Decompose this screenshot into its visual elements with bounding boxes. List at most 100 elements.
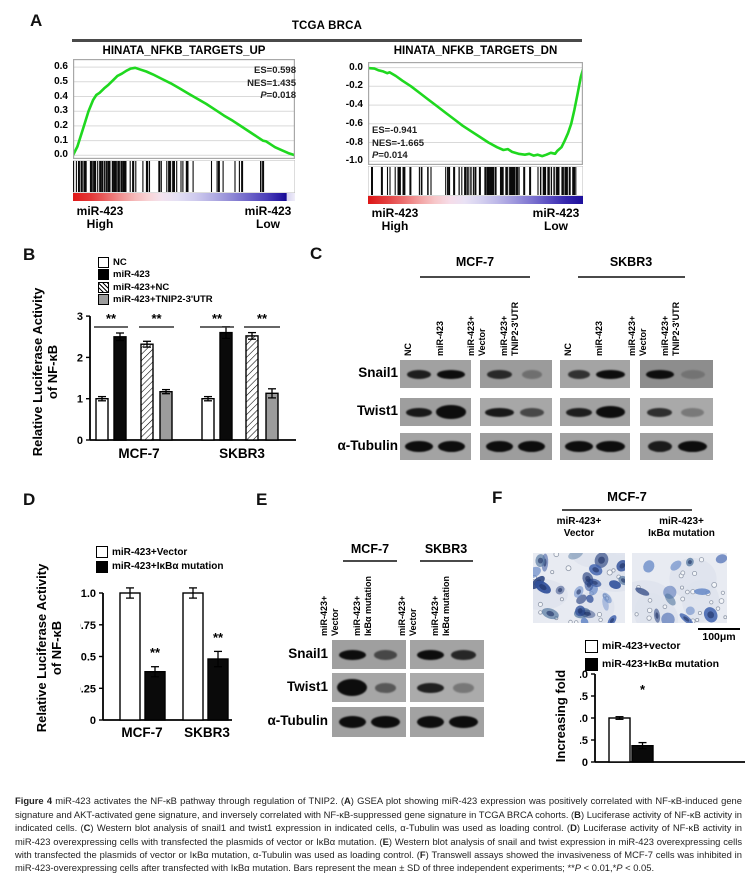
legend-item: miR-423+IκBα mutation (585, 655, 719, 673)
protein-band (519, 407, 544, 417)
svg-text:0: 0 (90, 715, 96, 727)
gsea-title: HINATA_NFKB_TARGETS_UP (102, 45, 266, 57)
blot-membrane (640, 398, 713, 426)
protein-band (373, 649, 397, 660)
protein-band (596, 369, 625, 379)
panel-b-legend: NC miR-423 miR-423+NC miR-423+TNIP2-3'UTR (98, 256, 213, 306)
gsea-plot-dn: HINATA_NFKB_TARGETS_DN 0.0 -0.2 -0.4 -0.6 -0.… (335, 45, 593, 241)
panel-b-yaxis-line1: Relative Luciferase Activity (30, 287, 45, 457)
gsea-stats: ES=-0.941 NES=-1.665 P=0.014 (372, 125, 425, 161)
blot-membrane (480, 398, 552, 426)
gsea-ytick: 0.3 (54, 105, 68, 117)
blot-row-label: Snail1 (358, 365, 398, 380)
blot-membrane (640, 360, 713, 388)
protein-band (416, 682, 444, 693)
svg-text:**: ** (106, 311, 117, 326)
blot-row-label: Twist1 (356, 403, 398, 418)
panel-b-yaxis-label: Relative Luciferase Activity of NF-κB (30, 272, 62, 472)
blot-membrane (480, 360, 552, 388)
blot-row-label: Twist1 (286, 678, 328, 694)
legend-swatch-black-icon (585, 657, 598, 671)
legend-swatch-hatch-icon (98, 281, 109, 293)
gsea-curve-area (368, 62, 583, 165)
caption-segment: ) Western blot analysis of snail and twi… (15, 835, 743, 861)
svg-text:1: 1 (77, 394, 83, 406)
caption-segment: P (574, 862, 582, 874)
protein-band (487, 369, 512, 379)
legend-item: miR-423+vector (585, 637, 719, 655)
protein-band (566, 407, 592, 417)
legend-item: miR-423+IκBα mutation (96, 560, 223, 575)
panel-a-label: A (30, 11, 43, 30)
blot-membrane (410, 673, 484, 702)
panel-c-label: C (310, 244, 323, 263)
legend-label: miR-423+NC (113, 281, 170, 293)
protein-band (436, 405, 467, 419)
gsea-label-low: miR-423 Low (244, 204, 292, 231)
blot-membrane (400, 360, 471, 388)
panel-f-legend: miR-423+vector miR-423+IκBα mutation (585, 637, 719, 673)
legend-swatch-gray-icon (98, 294, 109, 306)
svg-text:**: ** (150, 645, 161, 660)
gsea-rank-gradient (368, 196, 583, 204)
svg-text:SKBR3: SKBR3 (184, 725, 230, 740)
svg-text:2: 2 (77, 352, 83, 364)
blot-row-label: Snail1 (288, 645, 328, 661)
blot-membrane (410, 707, 484, 737)
blot-membrane (400, 433, 471, 460)
gsea-ytick: 0.2 (54, 119, 68, 131)
gsea-ytick: 0.4 (54, 90, 68, 102)
protein-band (436, 369, 466, 379)
caption-segment: miR-423 activates the NF-κB pathway thro… (52, 795, 345, 807)
gsea-ytick: -0.8 (345, 136, 363, 148)
svg-text:0: 0 (77, 435, 83, 447)
svg-text:1.5: 1.5 (580, 691, 588, 703)
gsea-label-high: miR-423 High (371, 206, 419, 233)
svg-text:1.0: 1.0 (580, 713, 588, 725)
blot-header-rule (578, 276, 685, 278)
panel-a-title: TCGA BRCA (291, 20, 363, 32)
panel-d-yaxis-line1: Relative Luciferase Activity (34, 563, 49, 733)
gsea-ytick: 0.0 (349, 61, 363, 73)
svg-text:MCF-7: MCF-7 (121, 725, 162, 740)
blot-header-rule (420, 276, 530, 278)
gsea-ytick: -0.4 (345, 99, 363, 111)
blot-cell-line-header: SKBR3 (424, 542, 468, 556)
caption-segment: Figure 4 (15, 795, 53, 807)
protein-band (522, 369, 542, 379)
panel-b-label: B (23, 245, 36, 264)
gsea-rank-gradient (73, 193, 295, 201)
gsea-label-high: miR-423 High (76, 204, 124, 231)
legend-swatch-white-icon (96, 546, 108, 559)
legend-swatch-black-icon (98, 269, 109, 281)
protein-band (568, 369, 590, 379)
legend-item: miR-423+NC (98, 281, 213, 294)
blot-membrane (400, 398, 471, 426)
gsea-ytick: -0.6 (345, 117, 363, 129)
protein-band (416, 649, 444, 660)
panel-f-transwell-image-vector (533, 553, 625, 623)
protein-band (406, 407, 432, 417)
panel-f-title-rule (562, 509, 692, 511)
panel-b-bar-chart: 0 1 2 3 ** ** ** ** MCF-7 SKBR3 (77, 311, 296, 461)
svg-text:*: * (640, 682, 646, 697)
panel-d-legend: miR-423+Vector miR-423+IκBα mutation (96, 545, 223, 574)
svg-text:0: 0 (582, 757, 588, 769)
blot-membrane (332, 640, 406, 669)
protein-band (416, 716, 444, 728)
svg-text:1.0: 1.0 (81, 588, 96, 600)
caption-segment: < 0.05. (622, 862, 655, 874)
svg-text:MCF-7: MCF-7 (118, 446, 159, 461)
svg-text:0.5: 0.5 (580, 735, 588, 747)
panel-b-yaxis-line2: of NF-κB (45, 344, 60, 400)
gsea-ytick: -0.2 (345, 80, 363, 92)
legend-label: miR-423+vector (602, 640, 681, 652)
caption-segment: ) Luciferase activity of NF-κB activity … (15, 822, 743, 847)
panel-d-bar-chart: 0 0.25 0.5 0.75 1.0 ** ** MCF-7 SKBR3 (80, 587, 232, 740)
gsea-plot-up: HINATA_NFKB_TARGETS_UP 0.6 0.5 0.4 0.3 0.2 0.1… (40, 45, 302, 241)
protein-band (564, 441, 594, 452)
blot-membrane (560, 360, 630, 388)
gsea-curve-area (73, 59, 295, 159)
panel-d-yaxis-line2: of NF-κB (49, 620, 64, 676)
